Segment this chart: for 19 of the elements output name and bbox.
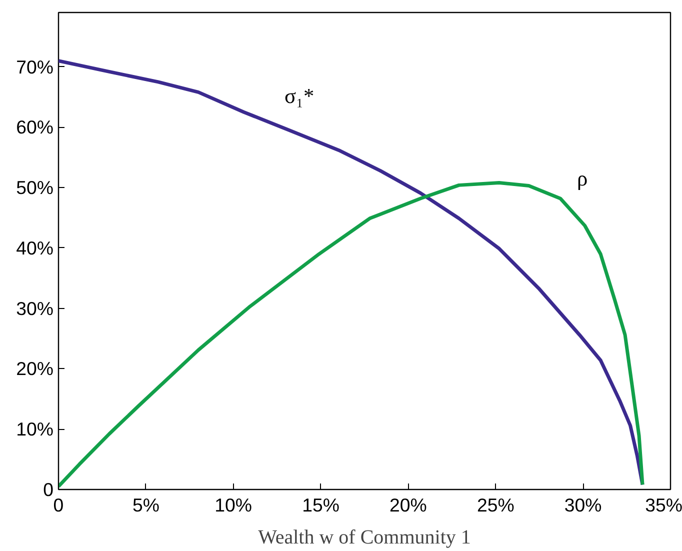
- x-tick-label: 10%: [214, 494, 252, 516]
- series-label: ρ: [577, 166, 588, 190]
- x-tick-label: 30%: [564, 494, 602, 516]
- x-tick-label: 20%: [390, 494, 427, 516]
- x-axis-title: Wealth w of Community 1: [258, 526, 471, 548]
- y-tick-label: 20%: [16, 358, 54, 380]
- y-tick-label: 0: [43, 479, 54, 500]
- line-series: [58, 59, 644, 486]
- x-tick-label: 35%: [645, 494, 682, 516]
- y-tick-label: 60%: [16, 116, 54, 138]
- y-tick-label: 50%: [16, 177, 54, 198]
- series-label: σ₁*: [284, 84, 314, 108]
- x-tick-label: 15%: [302, 494, 340, 516]
- y-tick-label: 30%: [16, 298, 54, 319]
- x-tick-label: 25%: [476, 494, 514, 516]
- y-tick-label: 70%: [16, 56, 54, 78]
- y-tick-label: 10%: [16, 418, 54, 440]
- y-tick-label: 40%: [16, 237, 54, 258]
- x-tick-label: 5%: [132, 494, 160, 516]
